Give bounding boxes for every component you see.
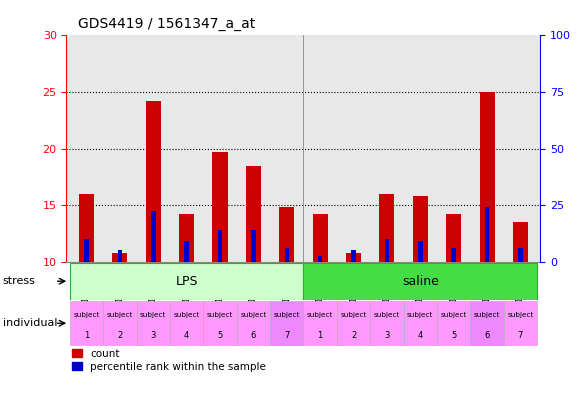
Bar	[480, 92, 495, 262]
Bar	[184, 241, 189, 262]
Text: 1: 1	[317, 331, 323, 340]
Text: subject: subject	[440, 312, 467, 318]
Text: 4: 4	[184, 331, 189, 340]
Text: subject: subject	[173, 312, 200, 318]
Text: 2: 2	[117, 331, 123, 340]
Text: 2: 2	[351, 331, 356, 340]
Legend: count, percentile rank within the sample: count, percentile rank within the sample	[72, 349, 266, 372]
Bar	[112, 253, 127, 262]
Text: subject: subject	[140, 312, 166, 318]
Text: subject: subject	[73, 312, 99, 318]
Text: 6: 6	[484, 331, 490, 340]
Bar	[318, 256, 323, 262]
Text: individual: individual	[3, 318, 57, 328]
Text: 4: 4	[418, 331, 423, 340]
Text: subject: subject	[407, 312, 434, 318]
Bar	[437, 301, 470, 346]
Bar	[270, 301, 303, 346]
Bar	[451, 248, 456, 262]
Text: 5: 5	[217, 331, 223, 340]
Bar	[513, 222, 528, 262]
Bar	[503, 301, 537, 346]
Bar	[84, 239, 89, 262]
Bar	[485, 208, 490, 262]
Bar	[251, 230, 255, 262]
Bar	[446, 214, 461, 262]
Bar	[237, 301, 270, 346]
Bar	[337, 301, 370, 346]
Text: 7: 7	[284, 331, 290, 340]
Bar	[418, 241, 423, 262]
Text: 3: 3	[384, 331, 390, 340]
Bar	[279, 208, 294, 262]
Bar	[284, 248, 289, 262]
Bar	[303, 301, 337, 346]
Text: 7: 7	[518, 331, 523, 340]
Bar	[117, 250, 122, 262]
Bar	[170, 301, 203, 346]
Bar	[384, 239, 389, 262]
Bar	[203, 301, 237, 346]
Bar	[246, 165, 261, 262]
Bar	[218, 230, 223, 262]
Text: LPS: LPS	[175, 275, 198, 288]
Bar	[518, 248, 523, 262]
Bar	[213, 152, 228, 262]
Text: subject: subject	[374, 312, 400, 318]
Text: stress: stress	[3, 276, 36, 286]
Bar	[403, 301, 437, 346]
Text: subject: subject	[107, 312, 133, 318]
Bar	[146, 101, 161, 262]
Bar	[103, 301, 136, 346]
Text: 6: 6	[251, 331, 256, 340]
Bar	[370, 301, 403, 346]
Text: subject: subject	[207, 312, 233, 318]
Bar	[351, 250, 356, 262]
Bar	[79, 194, 94, 262]
Text: subject: subject	[307, 312, 334, 318]
Text: 1: 1	[84, 331, 89, 340]
Bar	[346, 253, 361, 262]
Bar	[151, 211, 155, 262]
Bar	[313, 214, 328, 262]
Text: GDS4419 / 1561347_a_at: GDS4419 / 1561347_a_at	[78, 17, 255, 31]
Bar	[413, 196, 428, 262]
Text: subject: subject	[273, 312, 300, 318]
Text: subject: subject	[240, 312, 266, 318]
Bar	[470, 301, 503, 346]
Text: saline: saline	[402, 275, 439, 288]
Bar	[70, 263, 303, 300]
Bar	[379, 194, 394, 262]
Text: subject: subject	[474, 312, 500, 318]
Text: 3: 3	[150, 331, 156, 340]
Bar	[70, 301, 103, 346]
Text: 5: 5	[451, 331, 456, 340]
Text: subject: subject	[340, 312, 366, 318]
Bar	[136, 301, 170, 346]
Bar	[303, 263, 537, 300]
Text: subject: subject	[507, 312, 533, 318]
Bar	[179, 214, 194, 262]
